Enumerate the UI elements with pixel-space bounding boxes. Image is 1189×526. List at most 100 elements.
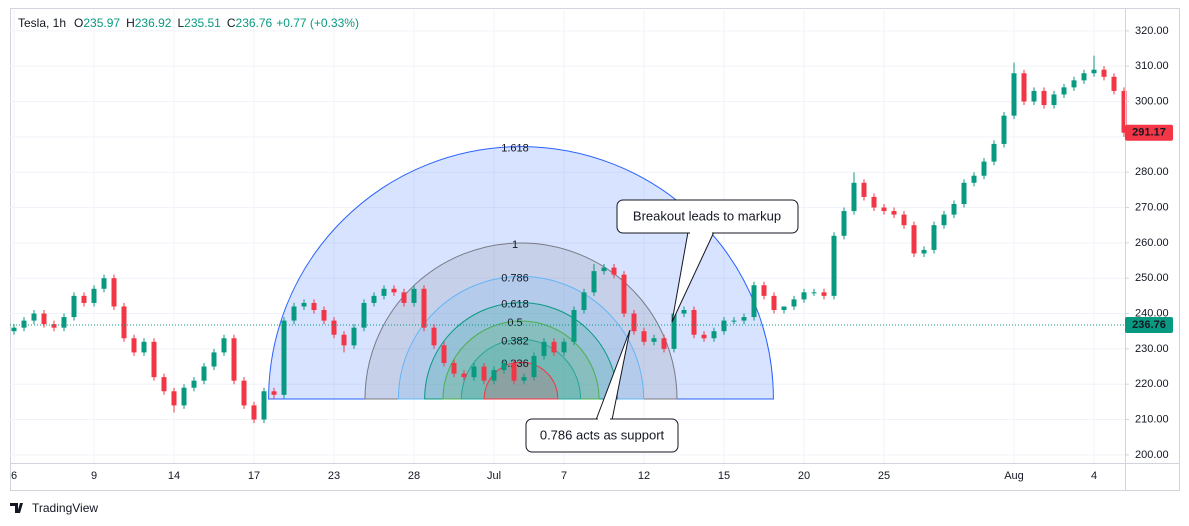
candle-body [681, 309, 687, 314]
candle-body [1111, 76, 1117, 91]
candle-body [911, 225, 917, 254]
candle-body [251, 405, 257, 420]
candle-body [811, 292, 817, 294]
candle-body [901, 214, 907, 226]
candle-body [471, 366, 477, 378]
symbol: Tesla, 1h [18, 16, 66, 30]
candle-body [831, 235, 837, 296]
candle-body [331, 320, 337, 335]
y-tick-label: 310.00 [1135, 60, 1169, 72]
candle-body [1091, 69, 1097, 74]
fib-arc [483, 361, 559, 400]
candle-body [481, 366, 487, 381]
candle-body [121, 306, 127, 339]
candle-body [601, 267, 607, 272]
legend-header: Tesla, 1h O235.97 H236.92 L235.51 C236.76 +0.… [18, 16, 359, 30]
candle-body [351, 327, 357, 346]
footer-logo: TradingView [10, 501, 98, 515]
change: +0.77 (+0.33%) [276, 16, 359, 30]
candle-body [1031, 90, 1037, 102]
candle-body [81, 295, 87, 303]
candle-body [541, 341, 547, 356]
callout-pointer [595, 329, 631, 421]
candle-body [981, 161, 987, 176]
candle-body [571, 309, 577, 342]
ohlc-value: 236.76 [236, 16, 273, 30]
candle-body [1001, 115, 1007, 144]
candle-body [941, 214, 947, 226]
ohlc-value: 236.92 [135, 16, 172, 30]
candle-body [1071, 80, 1077, 88]
x-tick-label: 28 [408, 470, 420, 482]
crosshair-price-label: 236.76 [1132, 319, 1166, 331]
x-tick-label: 20 [798, 470, 810, 482]
candle-body [501, 363, 507, 371]
candle-body [101, 278, 107, 289]
candle-body [271, 391, 277, 395]
candle-body [71, 295, 77, 318]
candle-body [551, 341, 557, 353]
y-tick-label: 240.00 [1135, 307, 1169, 319]
candle-body [151, 341, 157, 378]
candle-body [881, 207, 887, 212]
candle-body [1081, 73, 1087, 81]
callout-breakout: Breakout leads to markup [616, 199, 799, 323]
candle-body [631, 313, 637, 332]
x-tick-label: 7 [561, 470, 567, 482]
last-price-tag [1125, 124, 1173, 141]
candle-body [781, 306, 787, 310]
candle-body [1041, 90, 1047, 106]
y-tick-label: 320.00 [1135, 25, 1169, 37]
y-tick-label: 220.00 [1135, 378, 1169, 390]
annotation: Breakout leads to markup [633, 208, 781, 223]
candle-body [281, 320, 287, 395]
candle-body [1121, 90, 1127, 133]
candle-body [91, 288, 97, 303]
candle-body [11, 327, 17, 332]
crosshair-price-tag [1125, 316, 1173, 333]
candle-body [841, 211, 847, 236]
candle-body [851, 182, 857, 212]
candle-body [971, 175, 977, 183]
candle-body [181, 387, 187, 406]
candle-body [961, 182, 967, 204]
candle-body [41, 313, 47, 325]
y-tick-label: 270.00 [1135, 201, 1169, 213]
candle-body [51, 324, 57, 328]
candle-body [341, 334, 347, 346]
candle-body [821, 292, 827, 296]
last-price-label: 291.17 [1132, 127, 1166, 139]
candle-body [691, 309, 697, 335]
fib-label: 1 [512, 239, 518, 251]
candle-body [711, 331, 717, 339]
candle-body [441, 345, 447, 364]
y-tick-label: 250.00 [1135, 272, 1169, 284]
candle-body [191, 380, 197, 388]
candle-body [171, 391, 177, 406]
candle-body [491, 370, 497, 381]
candle-body [581, 292, 587, 310]
candle-body [141, 341, 147, 353]
candle-body [741, 317, 747, 321]
candle-body [721, 320, 727, 332]
candle-body [311, 302, 317, 310]
x-tick-label: Jul [487, 470, 501, 482]
y-tick-label: 280.00 [1135, 166, 1169, 178]
candle-body [61, 317, 67, 328]
candle-body [451, 363, 457, 374]
logo-mark [10, 503, 27, 513]
candle-body [371, 295, 377, 303]
candle-body [201, 366, 207, 381]
candle-body [951, 203, 957, 215]
candle-body [381, 288, 387, 296]
fib-label: 0.382 [501, 335, 529, 347]
x-tick-label: 15 [718, 470, 730, 482]
candle-body [771, 295, 777, 310]
candle-body [751, 285, 757, 318]
x-tick-label: 9 [91, 470, 97, 482]
candle-body [211, 352, 217, 367]
candle-body [231, 338, 237, 381]
candle-body [701, 334, 707, 339]
candle-body [131, 338, 137, 353]
candle-body [31, 313, 37, 321]
